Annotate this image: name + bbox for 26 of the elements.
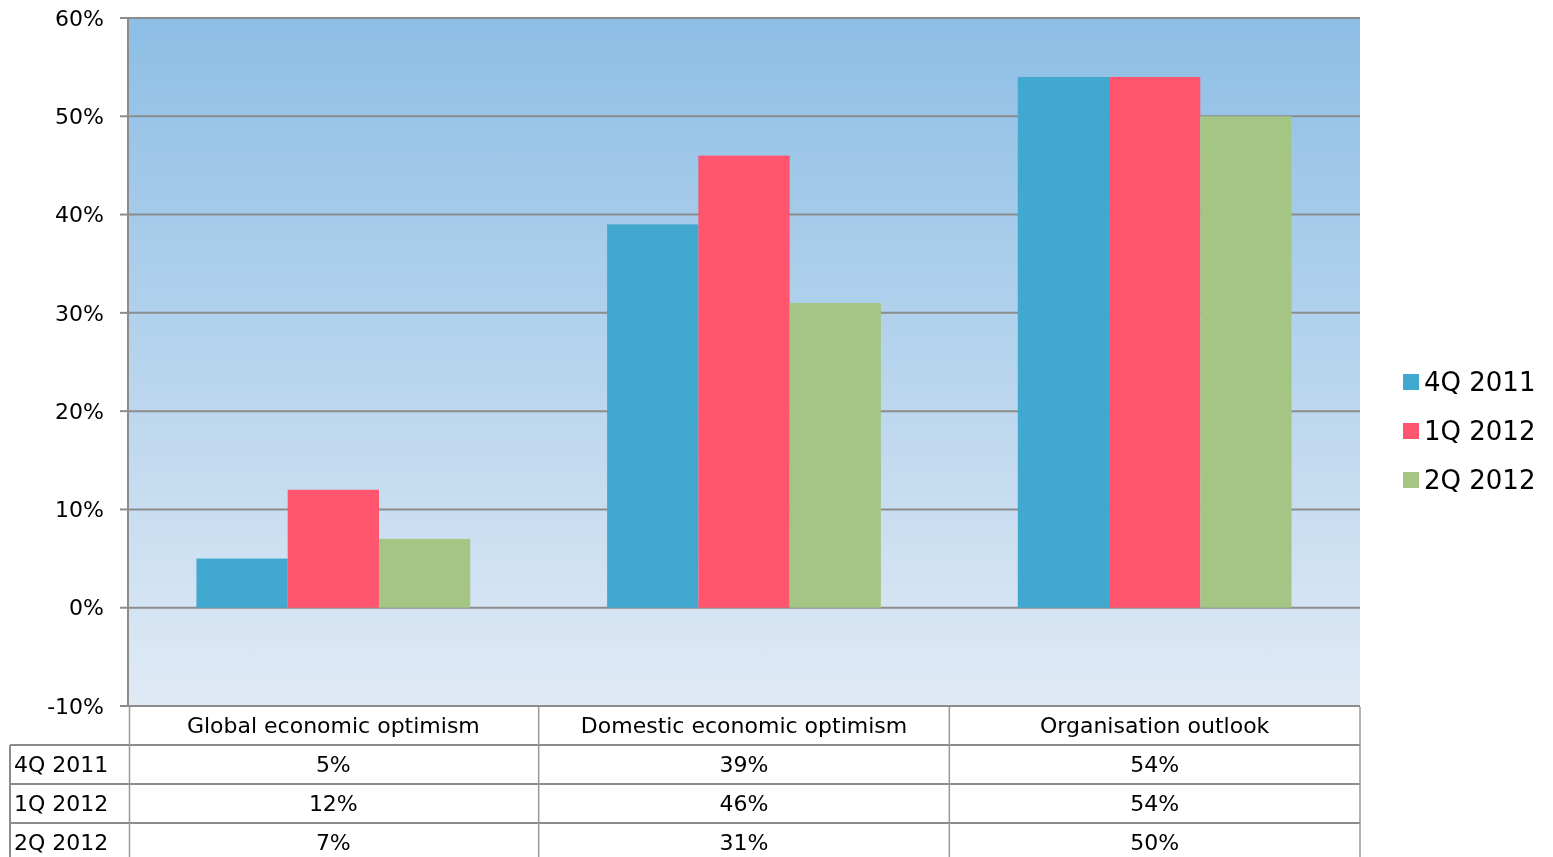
y-tick-label: 50% — [55, 103, 104, 129]
y-tick-label: 0% — [69, 595, 104, 621]
x-tick-label: Organisation outlook — [1039, 713, 1270, 739]
x-tick-label: Domestic economic optimism — [580, 713, 908, 739]
y-tick-label: 20% — [55, 398, 104, 424]
data-label: 54% — [1130, 752, 1180, 778]
data-label: 39% — [719, 752, 769, 778]
y-tick-label: 60% — [55, 5, 104, 31]
data-label: 46% — [719, 791, 769, 817]
legend-label: 2Q 2012 — [1424, 465, 1536, 496]
y-tick-label: -10% — [47, 693, 104, 719]
y-tick-label: 10% — [55, 497, 104, 523]
text: 2Q 2012 — [14, 830, 109, 856]
legend-label: 1Q 2012 — [1424, 416, 1536, 447]
legend-label: 4Q 2011 — [1424, 367, 1536, 398]
data-label: 7% — [315, 830, 351, 856]
y-tick-label: 30% — [55, 300, 104, 326]
text: 4Q 2011 — [14, 752, 109, 778]
x-tick-label: Global economic optimism — [186, 713, 480, 739]
data-label: 12% — [308, 791, 358, 817]
data-label: 5% — [315, 752, 351, 778]
data-label: 31% — [719, 830, 769, 856]
y-tick-label: 40% — [55, 202, 104, 228]
text: 1Q 2012 — [14, 791, 109, 817]
data-label: 54% — [1130, 791, 1180, 817]
data-label: 50% — [1130, 830, 1180, 856]
